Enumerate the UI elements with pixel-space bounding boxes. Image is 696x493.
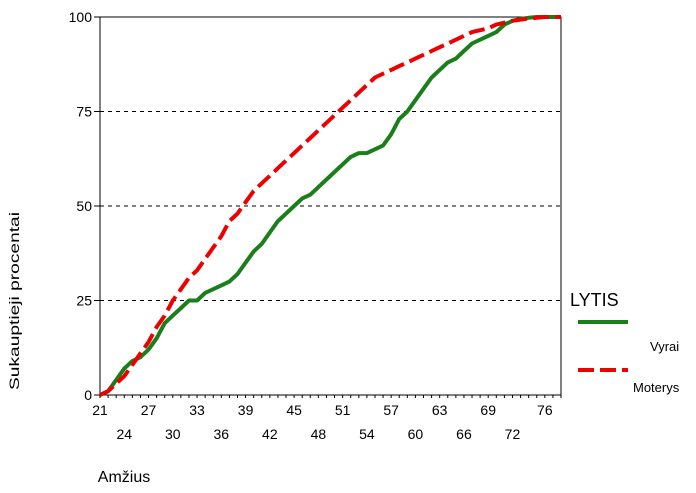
y-axis-title: Sukauptieji procentai (6, 212, 22, 390)
x-tick-label: 54 (359, 426, 375, 442)
series-lines (99, 15, 561, 397)
x-tick-label: 51 (335, 402, 351, 418)
x-tick-label: 48 (311, 426, 327, 442)
x-tick-label: 36 (214, 426, 230, 442)
x-axis-title: Amžius (98, 469, 150, 486)
x-tick-label: 76 (537, 402, 553, 418)
x-tick-label: 39 (238, 402, 254, 418)
x-tick-label: 30 (165, 426, 181, 442)
legend-label-vyrai: Vyrai (650, 339, 679, 354)
grid-lines (100, 111, 561, 301)
series-line-vyrai (99, 15, 561, 397)
y-tick-label: 50 (76, 198, 92, 214)
x-tick-label: 63 (432, 402, 448, 418)
x-tick-label: 27 (141, 402, 157, 418)
x-tick-label: 69 (480, 402, 496, 418)
y-tick-label: 0 (84, 387, 92, 403)
x-tick-label: 72 (505, 426, 521, 442)
legend: LYTIS Vyrai Moterys (570, 290, 680, 395)
x-tick-label: 60 (408, 426, 424, 442)
x-tick-label: 45 (286, 402, 302, 418)
x-tick-label: 66 (456, 426, 472, 442)
series-line-moterys (99, 15, 561, 397)
x-tick-label: 24 (116, 426, 132, 442)
axes (94, 16, 562, 398)
x-tick-label: 21 (92, 402, 108, 418)
y-tick-label: 75 (76, 104, 92, 120)
axis-labels: 0 25 50 75 100 21 27 33 39 45 51 57 63 69 76 24 30 36 42 48… (6, 9, 553, 486)
x-tick-label: 42 (262, 426, 278, 442)
legend-label-moterys: Moterys (633, 380, 680, 395)
legend-title: LYTIS (570, 290, 619, 310)
y-tick-label: 25 (76, 293, 92, 309)
plot-frame (99, 16, 562, 395)
x-tick-label: 33 (189, 402, 205, 418)
y-tick-label: 100 (69, 9, 93, 25)
x-tick-label: 57 (383, 402, 399, 418)
